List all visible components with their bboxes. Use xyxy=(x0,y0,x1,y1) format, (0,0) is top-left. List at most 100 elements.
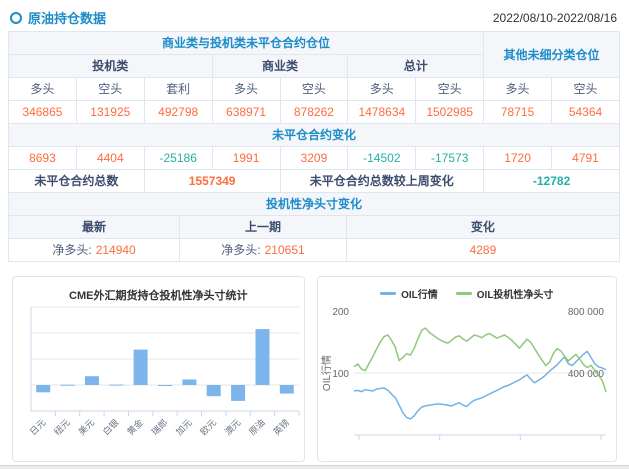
open-interest-value: 878262 xyxy=(279,100,349,124)
bar-英镑 xyxy=(279,385,294,394)
left-axis-tick-200: 200 xyxy=(332,307,349,318)
net-change-value: 4289 xyxy=(345,238,621,262)
category-label-原油: 原油 xyxy=(246,417,267,438)
left-axis-tick-100: 100 xyxy=(332,369,349,380)
bar-黄金 xyxy=(133,349,148,385)
open-interest-value: 492798 xyxy=(143,100,213,124)
line-chart-canvas: 200 100 800 000 400 000 OIL行情 xyxy=(320,307,607,440)
right-axis-tick-400000: 400 000 xyxy=(567,369,604,380)
total-oi-label: 未平仓合约总数 xyxy=(8,169,145,193)
net-position-table: 最新 上一期 变化 净多头: 214940 净多头: 210651 4289 xyxy=(7,215,621,262)
net-latest-label: 净多头: xyxy=(52,243,92,257)
open-interest-row: 346865 131925 492798 638971 878262 1478634 150… xyxy=(8,100,620,124)
left-axis-title: OIL行情 xyxy=(320,355,333,391)
bar-美元 xyxy=(84,376,99,385)
group-header-main: 商业类与投机类未平仓合约仓位 xyxy=(7,31,485,55)
col-header: 套利 xyxy=(143,77,213,101)
net-header-change: 变化 xyxy=(345,215,621,239)
total-change-value: -12782 xyxy=(483,169,620,193)
bar-chart-panel: CME外汇期货持仓投机性净头寸统计 日元 纽元 美元 白银 黄金 瑞郎 加元 欧元 澳元 原油 英镑 xyxy=(12,276,305,462)
net-section-header: 投机性净头寸变化 xyxy=(8,192,620,216)
net-latest-value: 214940 xyxy=(95,243,136,257)
category-label-黄金: 黄金 xyxy=(124,417,145,438)
total-change-label: 未平仓合约总数较上周变化 xyxy=(279,169,485,193)
change-value: -17573 xyxy=(415,146,485,170)
bar-纽元 xyxy=(60,384,75,386)
open-interest-value: 346865 xyxy=(8,100,77,124)
bullet-icon xyxy=(10,11,22,24)
footer-divider xyxy=(0,465,629,469)
category-label-澳元: 澳元 xyxy=(222,417,243,438)
subgroup-total: 总计 xyxy=(347,54,485,78)
net-previous-label: 净多头: xyxy=(221,243,261,257)
legend-swatch-oil-netposition xyxy=(455,292,472,295)
col-header: 空头 xyxy=(551,77,620,101)
series-line-OIL行情 xyxy=(353,350,606,420)
change-value: 4791 xyxy=(551,146,620,170)
subgroup-speculative: 投机类 xyxy=(8,54,213,78)
category-label-纽元: 纽元 xyxy=(51,417,72,438)
open-interest-value: 131925 xyxy=(75,100,145,124)
category-label-日元: 日元 xyxy=(28,417,48,437)
chart-panels: CME外汇期货持仓投机性净头寸统计 日元 纽元 美元 白银 黄金 瑞郎 加元 欧元 澳元 原油 英镑… xyxy=(12,276,617,462)
changes-row: 8693 4404 -25186 1991 3209 -14502 -17573 1720 47… xyxy=(8,146,620,170)
open-interest-value: 78715 xyxy=(483,100,552,124)
line-chart-legend: OIL行情 OIL投机性净头寸 xyxy=(318,286,616,301)
right-axis-tick-800000: 800 000 xyxy=(567,307,604,318)
open-interest-value: 54364 xyxy=(551,100,620,124)
col-header: 空头 xyxy=(415,77,485,101)
category-label-美元: 美元 xyxy=(76,417,97,438)
category-label-白银: 白银 xyxy=(100,417,121,438)
category-label-加元: 加元 xyxy=(174,417,194,437)
legend-item-oil-netposition[interactable]: OIL投机性净头寸 xyxy=(455,286,554,301)
page-header: 原油持仓数据 2022/08/10-2022/08/16 xyxy=(0,0,629,31)
bar-chart-canvas: 日元 纽元 美元 白银 黄金 瑞郎 加元 欧元 澳元 原油 英镑 xyxy=(28,306,300,438)
change-value: 4404 xyxy=(75,146,145,170)
change-value: 8693 xyxy=(8,146,77,170)
category-label-英镑: 英镑 xyxy=(271,417,292,438)
col-header: 多头 xyxy=(483,77,552,101)
change-value: 1720 xyxy=(483,146,552,170)
col-header: 空头 xyxy=(75,77,145,101)
series-line-OIL投机性净头寸 xyxy=(353,327,607,393)
legend-label-oil-price: OIL行情 xyxy=(401,290,438,301)
category-label-欧元: 欧元 xyxy=(198,417,219,438)
bar-欧元 xyxy=(206,385,221,397)
change-value: -14502 xyxy=(347,146,417,170)
col-header-row: 多头 空头 套利 多头 空头 多头 空头 多头 空头 xyxy=(8,77,620,101)
total-oi-value: 1557349 xyxy=(143,169,281,193)
group-header-other: 其他未细分类仓位 xyxy=(483,31,620,78)
net-latest-cell: 净多头: 214940 xyxy=(7,238,181,262)
legend-swatch-oil-price xyxy=(380,292,397,295)
category-label-瑞郎: 瑞郎 xyxy=(149,417,170,438)
open-interest-value: 638971 xyxy=(211,100,281,124)
bar-白银 xyxy=(109,384,124,386)
net-previous-value: 210651 xyxy=(264,243,305,257)
subgroup-commercial: 商业类 xyxy=(211,54,349,78)
change-section-header: 未平仓合约变化 xyxy=(8,123,620,147)
net-header-previous: 上一期 xyxy=(179,215,347,239)
position-table: 商业类与投机类未平仓合约仓位 其他未细分类仓位 投机类 商业类 总计 多头 空头套… xyxy=(7,31,620,216)
bar-澳元 xyxy=(231,385,246,401)
change-value: 1991 xyxy=(211,146,281,170)
position-table-wrap: 商业类与投机类未平仓合约仓位 其他未细分类仓位 投机类 商业类 总计 多头 空头套… xyxy=(7,31,621,262)
bar-chart-title: CME外汇期货持仓投机性净头寸统计 xyxy=(69,290,248,302)
bar-日元 xyxy=(36,385,51,393)
open-interest-value: 1478634 xyxy=(347,100,417,124)
col-header: 多头 xyxy=(347,77,417,101)
legend-label-oil-netposition: OIL投机性净头寸 xyxy=(476,290,554,301)
col-header: 空头 xyxy=(279,77,349,101)
col-header: 多头 xyxy=(8,77,77,101)
bar-原油 xyxy=(255,329,270,385)
legend-item-oil-price[interactable]: OIL行情 xyxy=(380,286,438,301)
change-value: 3209 xyxy=(279,146,349,170)
line-chart-panel: OIL行情 OIL投机性净头寸 200 100 800 000 400 000 OIL行… xyxy=(316,276,617,462)
page-title-wrap: 原油持仓数据 xyxy=(10,8,106,27)
date-range: 2022/08/10-2022/08/16 xyxy=(492,10,617,25)
page-title: 原油持仓数据 xyxy=(28,11,107,26)
change-value: -25186 xyxy=(143,146,213,170)
col-header: 多头 xyxy=(211,77,281,101)
net-previous-cell: 净多头: 210651 xyxy=(179,238,347,262)
bar-加元 xyxy=(182,379,197,385)
open-interest-value: 1502985 xyxy=(415,100,485,124)
